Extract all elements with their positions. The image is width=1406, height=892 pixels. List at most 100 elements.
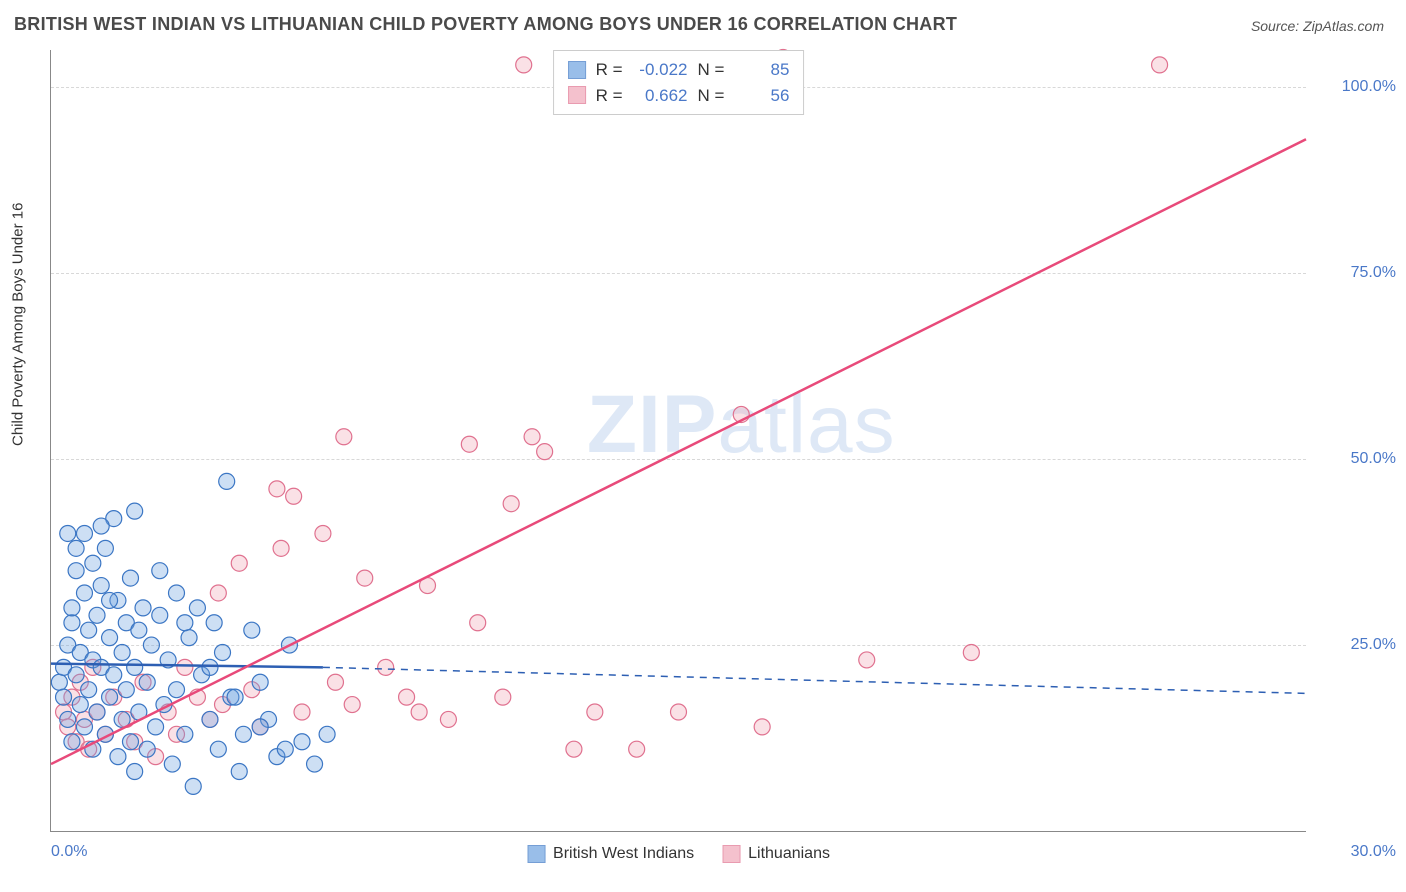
data-point — [227, 689, 243, 705]
data-point — [60, 711, 76, 727]
trend-line — [51, 139, 1306, 764]
data-point — [524, 429, 540, 445]
data-point — [152, 563, 168, 579]
data-point — [244, 622, 260, 638]
data-point — [315, 525, 331, 541]
data-point — [516, 57, 532, 73]
data-point — [566, 741, 582, 757]
data-point — [210, 585, 226, 601]
data-point — [135, 600, 151, 616]
y-tick-label: 50.0% — [1316, 450, 1396, 468]
chart-title: BRITISH WEST INDIAN VS LITHUANIAN CHILD … — [14, 14, 957, 35]
data-point — [629, 741, 645, 757]
data-point — [169, 682, 185, 698]
data-point — [72, 697, 88, 713]
y-tick-label: 100.0% — [1316, 78, 1396, 96]
n-value-1: 85 — [734, 57, 789, 83]
data-point — [399, 689, 415, 705]
swatch-series-2 — [568, 86, 586, 104]
data-point — [269, 481, 285, 497]
correlation-legend: R = -0.022 N = 85 R = 0.662 N = 56 — [553, 50, 805, 115]
r-value-2: 0.662 — [633, 83, 688, 109]
data-point — [537, 444, 553, 460]
data-point — [440, 711, 456, 727]
data-point — [235, 726, 251, 742]
source-attribution: Source: ZipAtlas.com — [1251, 18, 1384, 34]
data-point — [215, 644, 231, 660]
data-point — [127, 659, 143, 675]
legend-row-series-1: R = -0.022 N = 85 — [568, 57, 790, 83]
data-point — [277, 741, 293, 757]
data-point — [294, 734, 310, 750]
data-point — [177, 726, 193, 742]
data-point — [327, 674, 343, 690]
data-point — [461, 436, 477, 452]
x-tick-min: 0.0% — [51, 843, 87, 861]
data-point — [68, 563, 84, 579]
data-point — [139, 741, 155, 757]
data-point — [357, 570, 373, 586]
data-point — [152, 607, 168, 623]
data-point — [118, 682, 134, 698]
data-point — [76, 585, 92, 601]
r-value-1: -0.022 — [633, 57, 688, 83]
data-point — [114, 644, 130, 660]
data-point — [93, 518, 109, 534]
data-point — [1152, 57, 1168, 73]
data-point — [859, 652, 875, 668]
data-point — [231, 763, 247, 779]
data-point — [189, 600, 205, 616]
data-point — [93, 578, 109, 594]
data-point — [286, 488, 302, 504]
data-point — [85, 555, 101, 571]
data-point — [202, 659, 218, 675]
data-point — [210, 741, 226, 757]
data-point — [671, 704, 687, 720]
data-point — [64, 615, 80, 631]
data-point — [143, 637, 159, 653]
data-point — [64, 600, 80, 616]
data-point — [294, 704, 310, 720]
data-point — [185, 778, 201, 794]
data-point — [177, 659, 193, 675]
x-tick-max: 30.0% — [1316, 843, 1396, 861]
data-point — [64, 734, 80, 750]
data-point — [68, 540, 84, 556]
data-point — [106, 667, 122, 683]
data-point — [231, 555, 247, 571]
data-point — [169, 585, 185, 601]
y-tick-label: 75.0% — [1316, 264, 1396, 282]
chart-container: BRITISH WEST INDIAN VS LITHUANIAN CHILD … — [0, 0, 1406, 892]
data-point — [60, 525, 76, 541]
swatch-icon — [722, 845, 740, 863]
y-axis-label: Child Poverty Among Boys Under 16 — [10, 203, 27, 446]
data-point — [963, 644, 979, 660]
plot-area: ZIPatlas R = -0.022 N = 85 R = 0.662 N =… — [50, 50, 1306, 832]
data-point — [89, 607, 105, 623]
data-point — [56, 689, 72, 705]
data-point — [344, 697, 360, 713]
data-point — [411, 704, 427, 720]
data-point — [378, 659, 394, 675]
data-point — [206, 615, 222, 631]
data-point — [307, 756, 323, 772]
data-point — [102, 689, 118, 705]
data-point — [164, 756, 180, 772]
scatter-plot — [51, 50, 1306, 831]
data-point — [102, 592, 118, 608]
legend-row-series-2: R = 0.662 N = 56 — [568, 83, 790, 109]
data-point — [503, 496, 519, 512]
n-value-2: 56 — [734, 83, 789, 109]
data-point — [139, 674, 155, 690]
data-point — [181, 630, 197, 646]
data-point — [202, 711, 218, 727]
data-point — [319, 726, 335, 742]
data-point — [148, 719, 164, 735]
data-point — [127, 763, 143, 779]
data-point — [76, 719, 92, 735]
data-point — [102, 630, 118, 646]
data-point — [131, 622, 147, 638]
data-point — [110, 749, 126, 765]
y-tick-label: 25.0% — [1316, 636, 1396, 654]
data-point — [51, 674, 67, 690]
